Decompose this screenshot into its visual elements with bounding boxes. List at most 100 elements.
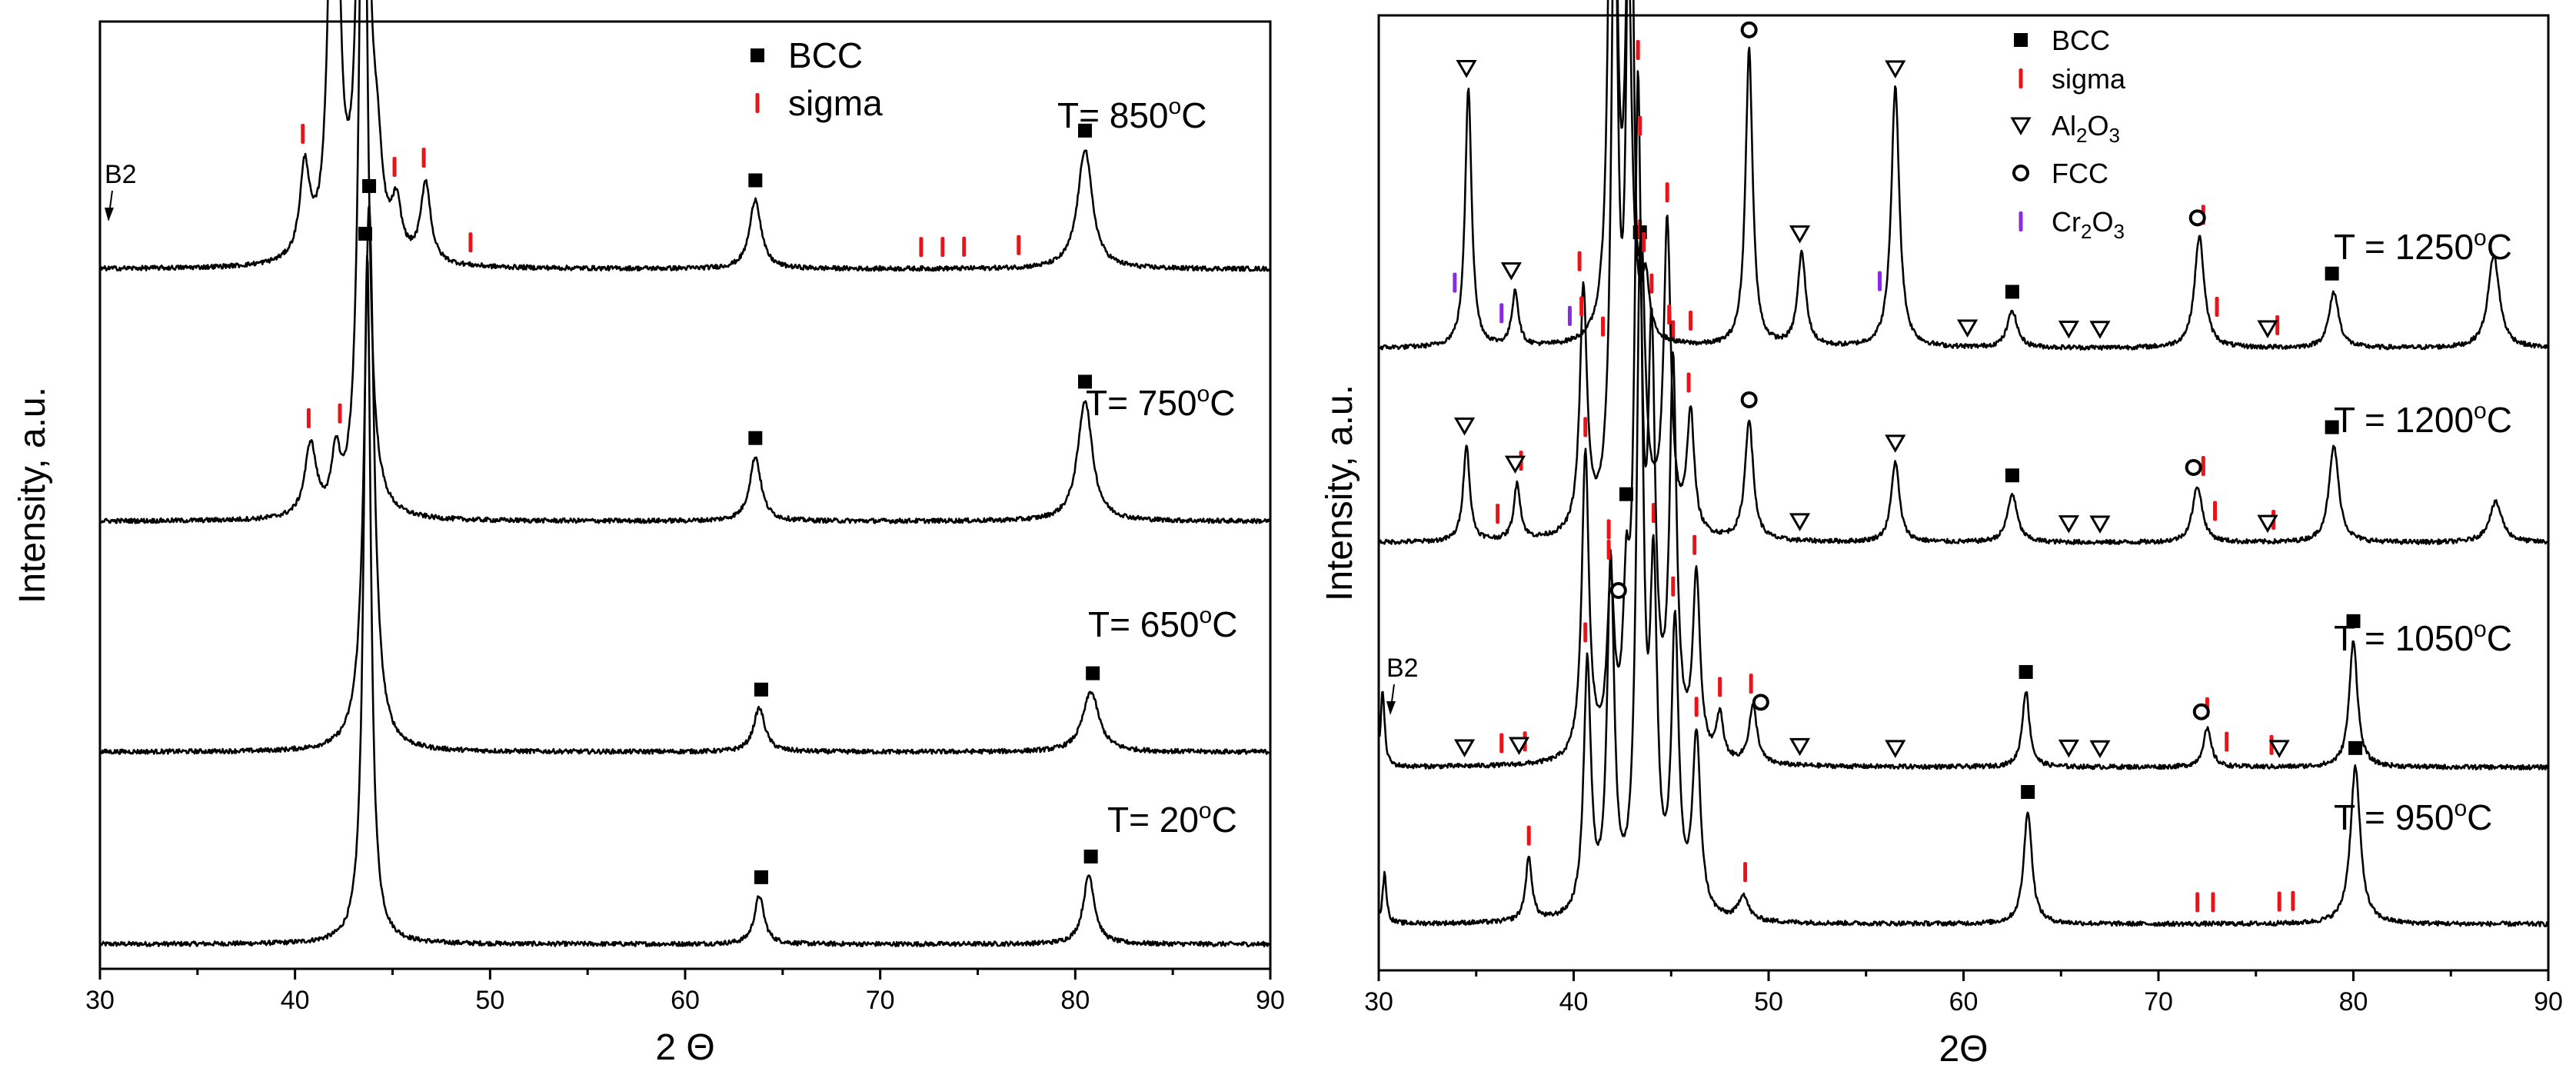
y-axis-label: Intensity, a.u. — [12, 387, 53, 604]
legend-subscript: 3 — [2109, 124, 2120, 147]
cr2o3-purple-tick-marker — [1499, 303, 1504, 324]
legend-label-main: Al — [2052, 110, 2076, 141]
degree-superscript: o — [1200, 603, 1213, 628]
al2o3-triangle-marker — [1453, 418, 1476, 436]
temperature-value: T = 1200 — [2334, 400, 2474, 440]
bcc-square-marker — [2348, 740, 2363, 755]
temperature-value: T= 650 — [1088, 604, 1200, 644]
temperature-value: T= 850 — [1057, 95, 1169, 135]
sigma-red-tick-marker — [1583, 417, 1588, 438]
legend-subscript: 3 — [2113, 220, 2124, 243]
sigma-red-tick-marker — [421, 148, 426, 168]
al2o3-triangle-marker — [2010, 117, 2032, 135]
bcc-square-marker — [2005, 468, 2019, 483]
legend-label-main: Cr — [2052, 206, 2081, 238]
al2o3-triangle-marker — [1789, 513, 1811, 531]
x-tick-label: 60 — [1949, 987, 1979, 1016]
x-tick-label: 40 — [281, 986, 310, 1015]
al2o3-triangle-marker — [1508, 737, 1530, 755]
sigma-red-tick-marker — [2275, 315, 2280, 336]
diffraction-trace — [100, 255, 1271, 948]
degree-superscript: o — [2474, 225, 2487, 251]
temperature-value: T = 1250 — [2334, 227, 2474, 267]
sigma-red-tick-marker — [2291, 890, 2295, 911]
bcc-square-marker — [2021, 784, 2035, 799]
x-tick-label: 90 — [1256, 986, 1285, 1015]
legend-label-main: sigma — [788, 83, 883, 123]
temperature-value: T = 1050 — [2334, 618, 2474, 658]
fcc-circle-marker — [1740, 391, 1758, 408]
fcc-circle-marker — [2192, 703, 2210, 720]
bcc-square-marker — [2325, 420, 2339, 434]
legend-label: sigma — [788, 83, 883, 123]
al2o3-triangle-marker — [1500, 262, 1522, 281]
sigma-red-tick-marker — [1665, 182, 1669, 203]
x-tick-label: 90 — [2534, 987, 2563, 1016]
sigma-red-tick-marker — [1638, 115, 1642, 136]
xrd-series: T= 650oC — [100, 178, 1270, 755]
temperature-label: T = 950oC — [2334, 796, 2492, 837]
degree-superscript: o — [2454, 796, 2467, 821]
x-axis-label: 2 Θ — [655, 1027, 714, 1068]
temperature-label: T= 750oC — [1086, 381, 1235, 423]
legend-label-main: sigma — [2052, 63, 2126, 95]
fcc-circle-marker — [1752, 694, 1769, 711]
sigma-red-tick-marker — [1671, 320, 1676, 341]
sigma-red-tick-marker — [1651, 503, 1656, 524]
diffraction-trace — [1379, 0, 2548, 545]
sigma-red-tick-marker — [1671, 576, 1676, 597]
sigma-red-tick-marker — [1689, 310, 1693, 331]
al2o3-triangle-marker — [1956, 319, 1979, 338]
plot-frame — [98, 20, 1272, 970]
bcc-square-marker — [1086, 666, 1100, 680]
al2o3-triangle-marker — [1885, 740, 1906, 758]
sigma-red-tick-marker — [1577, 251, 1582, 271]
b2-annotation: B2 — [1386, 654, 1419, 715]
sigma-red-tick-marker — [1692, 534, 1697, 555]
sigma-red-tick-marker — [1606, 519, 1611, 540]
diffraction-trace — [100, 0, 1271, 272]
sigma-red-tick-marker — [301, 123, 305, 144]
x-tick-label: 70 — [2144, 987, 2173, 1016]
sigma-red-tick-marker — [1606, 539, 1611, 560]
sigma-red-tick-marker — [1642, 232, 1646, 253]
sigma-red-tick-marker — [1583, 622, 1588, 643]
al2o3-triangle-marker — [1789, 737, 1811, 757]
x-tick-label: 50 — [1754, 987, 1783, 1016]
sigma-red-tick-marker — [1718, 677, 1722, 697]
legend-label: BCC — [2052, 25, 2110, 56]
legend-label-second: O — [2092, 206, 2113, 238]
x-tick-label: 80 — [2339, 987, 2368, 1016]
x-tick-label: 50 — [475, 986, 504, 1015]
bcc-square-marker — [1078, 374, 1093, 389]
al2o3-triangle-marker — [1789, 225, 1811, 244]
al2o3-triangle-marker — [1453, 739, 1476, 757]
degree-superscript: o — [1199, 798, 1212, 823]
legend-subscript: 2 — [2081, 220, 2092, 243]
temperature-unit: C — [1212, 800, 1237, 840]
bcc-square-marker — [754, 682, 768, 697]
sigma-red-tick-marker — [1694, 697, 1699, 717]
xrd-series: T = 1200oC — [1379, 0, 2548, 545]
cr2o3-purple-tick-marker — [2019, 211, 2023, 231]
diffraction-trace — [101, 0, 1271, 524]
bcc-square-marker — [751, 48, 764, 62]
b2-annotation: B2 — [105, 160, 137, 221]
sigma-red-tick-marker — [1017, 235, 1021, 255]
xrd-series: T = 950oC — [1379, 219, 2549, 927]
diffraction-trace — [1379, 248, 2549, 927]
temperature-unit: C — [1181, 95, 1206, 135]
cr2o3-purple-tick-marker — [1877, 271, 1882, 291]
al2o3-triangle-marker — [2058, 321, 2079, 339]
bcc-square-marker — [1083, 849, 1098, 863]
b2-arrow-head — [1386, 701, 1396, 715]
fcc-circle-marker — [2185, 458, 2202, 476]
legend-label: BCC — [788, 35, 863, 75]
al2o3-triangle-marker — [2268, 740, 2290, 758]
temperature-label: T= 20oC — [1107, 798, 1237, 840]
sigma-red-tick-marker — [1579, 296, 1584, 317]
al2o3-triangle-marker — [1885, 434, 1906, 453]
